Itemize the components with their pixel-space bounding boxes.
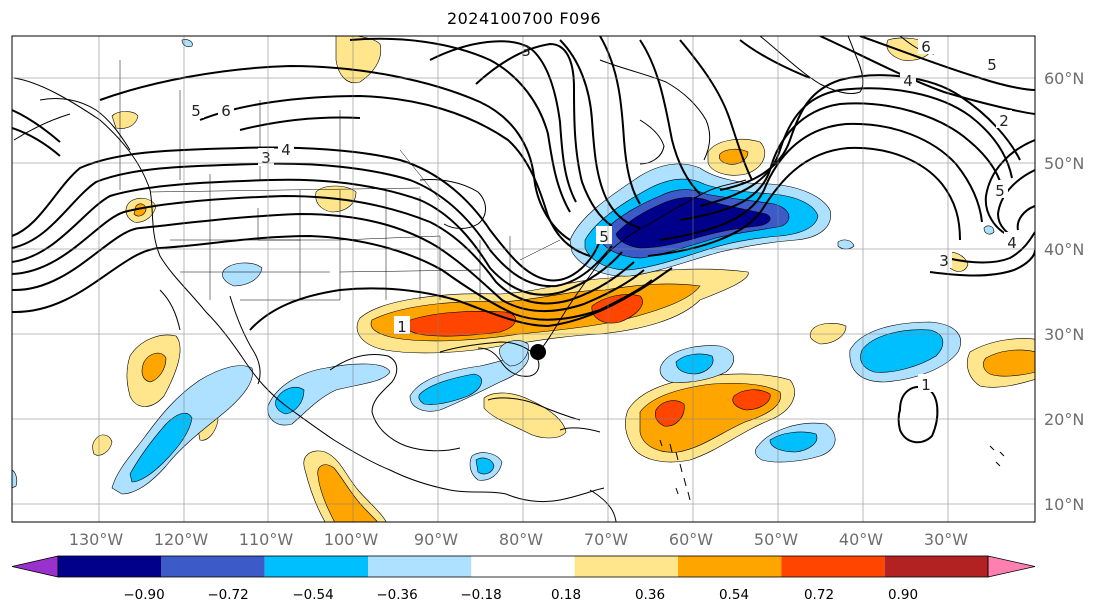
contour-label: 6 [221,102,231,120]
lon-label: 30°W [924,530,968,549]
lon-label: 60°W [669,530,713,549]
contour-label: 1 [397,318,407,336]
lon-label: 50°W [754,530,798,549]
contour-label: 3 [521,42,531,60]
colorbar-segment [161,556,265,577]
contour-label: 3 [939,252,949,270]
negative-anomaly-fills [12,39,995,495]
colorbar-segment [884,556,988,577]
lat-label: 30°N [1044,325,1084,344]
contour-label: 5 [987,56,997,74]
longitude-labels: 130°W 120°W 110°W 100°W 90°W 80°W 70°W 6… [69,530,968,549]
lon-label: 100°W [324,530,379,549]
colorbar-extend-min [11,555,59,578]
colorbar-tick-label: −0.54 [292,587,333,603]
storm-center-marker [530,344,546,360]
gridlines [12,36,1035,522]
colorbar-segment [678,556,782,577]
colorbar-frame [57,555,989,578]
contour-label: 2 [999,112,1009,130]
lat-label: 10°N [1044,495,1084,514]
colorbar-segment [58,556,162,577]
colorbar-tick-label: −0.72 [207,587,248,603]
map-frame [11,35,1036,523]
colorbar-tick-label: 0.72 [804,587,834,603]
map-title: 2024100700 F096 [446,9,602,28]
contour-label: 4 [1007,234,1017,252]
lat-label: 50°N [1044,154,1084,173]
colorbar-tick-label: 0.90 [888,587,918,603]
contour-label: 6 [921,38,931,56]
contour-label: 1 [921,376,931,394]
lon-label: 110°W [239,530,294,549]
contour-label: 5 [995,182,1005,200]
colorbar-tick-label: −0.18 [460,587,501,603]
lat-label: 40°N [1044,240,1084,259]
lon-label: 90°W [414,530,458,549]
contour-label: 5 [599,228,609,246]
colorbar-tick-label: 0.54 [719,587,749,603]
lat-label: 20°N [1044,410,1084,429]
lon-label: 120°W [154,530,209,549]
lat-label: 60°N [1044,69,1084,88]
positive-anomaly-fills [92,36,1035,522]
colorbar [11,555,1036,578]
contour-label: 3 [261,149,271,167]
colorbar-segment [368,556,472,577]
contour-label: 4 [903,72,913,90]
colorbar-extend-max [987,555,1036,578]
colorbar-segment [574,556,678,577]
contour-label: 5 [191,102,201,120]
map-panel: 3 6 5 6 4 3 5 4 2 5 4 3 1 5 1 [12,36,1035,522]
lon-label: 40°W [839,530,883,549]
colorbar-segment [264,556,368,577]
colorbar-tick-label: −0.90 [123,587,164,603]
colorbar-tick-label: 0.36 [635,587,665,603]
latitude-labels: 60°N 50°N 40°N 30°N 20°N 10°N [1044,69,1084,514]
colorbar-segment [471,556,575,577]
colorbar-tick-label: 0.18 [551,587,581,603]
colorbar-tick-label: −0.36 [376,587,417,603]
colorbar-ticks: −0.90 −0.72 −0.54 −0.36 −0.18 0.18 0.36 … [123,587,918,603]
lon-label: 130°W [69,530,124,549]
contour-lines [12,36,1035,444]
lon-label: 80°W [499,530,543,549]
colorbar-segment [781,556,885,577]
lon-label: 70°W [584,530,628,549]
contour-label: 4 [281,141,291,159]
